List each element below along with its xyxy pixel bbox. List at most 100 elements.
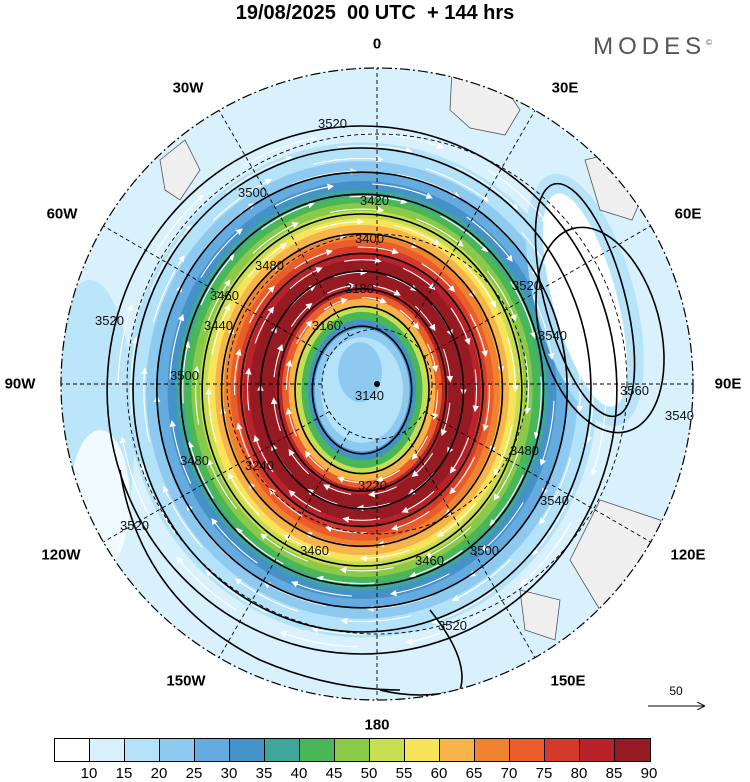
contour-label: 3500 (470, 543, 499, 558)
modes-logo: MODES© (593, 33, 712, 61)
wind-vector (333, 268, 368, 278)
lon-label-180: 180 (364, 716, 390, 734)
wind-vector (360, 549, 410, 562)
contour-label: 3440 (204, 318, 233, 333)
wind-vector (234, 578, 299, 612)
wind-vector (330, 206, 385, 214)
colorbar-swatch (370, 739, 405, 761)
wind-vector (539, 400, 555, 467)
contour-label: 3460 (300, 543, 329, 558)
height-contour (179, 193, 545, 587)
wind-vector (260, 533, 309, 562)
lon-label-120e: 120E (670, 546, 706, 564)
meridian-line (424, 225, 651, 357)
colorbar-swatch (265, 739, 300, 761)
wind-vector (249, 285, 275, 324)
contour-label: 3480 (510, 443, 539, 458)
meridian-line (103, 411, 330, 543)
wind-vector (482, 384, 490, 432)
wind-vector (152, 255, 185, 323)
wind-vector (520, 522, 572, 586)
wind-vector (356, 502, 391, 512)
wind-vector (280, 631, 358, 648)
wind-vector (386, 275, 418, 292)
wind-vector (421, 263, 455, 293)
wind-vector (140, 463, 176, 534)
colorbar-tick-label: 45 (325, 765, 343, 782)
wind-vector (548, 246, 584, 317)
wind-vector (204, 279, 231, 332)
contour-label: 3520 (120, 518, 149, 533)
colorbar-tick-label: 10 (80, 765, 98, 782)
wind-vector (533, 376, 542, 439)
height-contour (259, 270, 465, 510)
wind-vector (489, 474, 524, 527)
wind-vector (342, 516, 380, 523)
wind-vector (252, 222, 299, 254)
wind-vector (401, 490, 435, 513)
wind-vector (211, 518, 258, 564)
wind-vector (244, 367, 252, 411)
wind-vector (366, 595, 433, 612)
colorbar-tick-label: 50 (360, 765, 378, 782)
contour-label: 3560 (620, 383, 649, 398)
wind-vector (590, 394, 607, 477)
wind-vector (452, 558, 512, 601)
height-contour (201, 213, 523, 567)
wind-vector (325, 525, 367, 534)
wind-vector (450, 307, 471, 346)
colorbar-tick-label: 40 (290, 765, 308, 782)
wind-vector (399, 309, 420, 330)
wind-vector (243, 135, 318, 166)
wind-vector (432, 389, 439, 421)
wind-vector (510, 281, 537, 339)
colorbar-swatch (90, 739, 125, 761)
meridian-line (103, 225, 330, 357)
wind-vector (296, 320, 313, 345)
contour-label: 3520 (318, 116, 347, 131)
wind-vector (532, 296, 555, 360)
lon-label-90e: 90E (714, 375, 742, 393)
wind-vector (169, 313, 185, 380)
wind-vector (291, 168, 358, 185)
colorbar-swatch (440, 739, 475, 761)
lon-label-60w: 60W (46, 205, 78, 223)
wind-vector (182, 341, 191, 404)
wind-vector (211, 304, 231, 356)
wind-vector (294, 249, 333, 270)
contour-label: 3480 (180, 453, 209, 468)
wind-speed-band (338, 342, 382, 402)
wind-vector (449, 456, 475, 495)
meridian-line (424, 411, 651, 543)
colorbar-tick-label: 90 (640, 765, 658, 782)
height-contour (276, 287, 448, 492)
colorbar-swatch (545, 739, 580, 761)
lon-label-30w: 30W (172, 79, 204, 97)
colorbar-swatch (195, 739, 230, 761)
wind-vector (466, 216, 513, 262)
wind-vector (449, 436, 470, 474)
height-contour (240, 252, 484, 528)
wind-vector (236, 422, 255, 467)
wind-vector (117, 303, 134, 386)
contour-label: 3540 (538, 328, 567, 343)
wind-vector (235, 527, 284, 565)
wind-vector (283, 534, 331, 556)
wind-vector (389, 573, 450, 597)
wind-vector (411, 452, 434, 478)
colorbar-swatch (230, 739, 265, 761)
wind-vector (427, 343, 439, 373)
wind-vector (312, 155, 384, 165)
wind-vector (288, 448, 310, 475)
wind-vector (349, 195, 408, 205)
south-pole-marker (374, 381, 380, 387)
wind-vector (323, 484, 352, 495)
wind-vector (455, 166, 519, 211)
wind-vector (464, 264, 496, 308)
wind-vector (314, 218, 364, 231)
contour-label: 3180 (345, 281, 374, 296)
contour-label: 3240 (245, 458, 274, 473)
colorbar-tick-label: 25 (185, 765, 203, 782)
wind-vector (288, 490, 322, 513)
contour-label: 3420 (360, 193, 389, 208)
